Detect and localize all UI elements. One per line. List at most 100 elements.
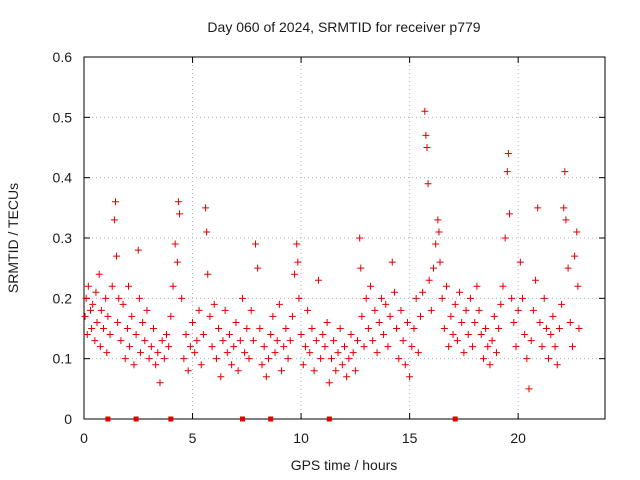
data-point <box>241 349 249 357</box>
data-point <box>430 264 438 272</box>
data-point <box>351 367 359 375</box>
data-point <box>265 355 273 363</box>
data-point <box>499 282 507 290</box>
data-point <box>397 306 405 314</box>
data-point <box>121 355 129 363</box>
data-point <box>432 240 440 248</box>
data-point <box>497 300 505 308</box>
data-point <box>357 264 365 272</box>
data-point <box>173 258 181 266</box>
x-tick-labels: 0 5 10 15 20 <box>80 430 526 446</box>
data-point <box>354 337 362 345</box>
x-tick-label: 10 <box>293 430 309 446</box>
y-tick-labels: 0 0.1 0.2 0.3 0.4 0.5 0.6 <box>53 49 73 427</box>
data-point <box>169 282 177 290</box>
data-point <box>108 282 116 290</box>
data-point <box>527 337 535 345</box>
data-point <box>401 361 409 369</box>
data-point <box>84 282 92 290</box>
data-point <box>477 331 485 339</box>
data-point <box>562 216 570 224</box>
data-point <box>162 331 170 339</box>
data-point <box>184 367 192 375</box>
data-point <box>114 318 122 326</box>
data-point <box>464 331 472 339</box>
y-tick-label: 0 <box>64 411 72 427</box>
data-point <box>288 312 296 320</box>
data-point <box>412 294 420 302</box>
data-point <box>119 300 127 308</box>
data-point <box>317 355 325 363</box>
data-point <box>104 312 112 320</box>
data-point <box>171 240 179 248</box>
zero-marker <box>452 416 458 422</box>
data-point <box>115 294 123 302</box>
data-point <box>369 337 377 345</box>
data-point <box>238 294 246 302</box>
data-point <box>143 306 151 314</box>
data-point <box>182 331 190 339</box>
data-point <box>95 270 103 278</box>
data-point <box>202 204 210 212</box>
data-point <box>406 373 414 381</box>
data-point <box>501 234 509 242</box>
data-point <box>258 361 266 369</box>
data-point <box>323 318 331 326</box>
data-point <box>438 294 446 302</box>
data-point <box>386 312 394 320</box>
y-tick-label: 0.2 <box>53 290 73 306</box>
data-point <box>334 349 342 357</box>
data-point <box>245 355 253 363</box>
data-point <box>312 337 320 345</box>
data-point <box>128 312 136 320</box>
data-point <box>254 264 262 272</box>
data-point <box>217 373 225 381</box>
data-point <box>232 318 240 326</box>
data-point <box>136 349 144 357</box>
data-point <box>488 337 496 345</box>
data-point <box>540 294 548 302</box>
data-point <box>330 337 338 345</box>
data-point <box>294 258 302 266</box>
data-point <box>373 349 381 357</box>
data-point <box>555 325 563 332</box>
data-point <box>523 355 531 363</box>
data-point <box>538 343 546 351</box>
data-point <box>225 331 233 339</box>
data-point <box>145 355 153 363</box>
data-point <box>560 204 568 212</box>
data-point <box>422 131 430 139</box>
data-point <box>462 306 470 314</box>
x-axis-label: GPS time / hours <box>291 457 398 473</box>
data-point <box>503 168 511 176</box>
data-point <box>212 355 220 363</box>
data-point <box>558 300 566 308</box>
data-point <box>456 288 464 296</box>
data-point <box>553 361 561 369</box>
data-point <box>297 331 305 339</box>
data-point <box>282 325 290 332</box>
data-point <box>88 325 96 332</box>
data-point <box>395 355 403 363</box>
data-point <box>571 252 579 260</box>
data-point <box>230 343 238 351</box>
data-point <box>174 198 182 206</box>
data-point <box>349 349 357 357</box>
data-point <box>529 306 537 314</box>
data-point <box>451 300 459 308</box>
data-point <box>215 325 223 332</box>
data-point <box>154 349 162 357</box>
data-point <box>568 343 576 351</box>
data-point <box>574 282 582 290</box>
data-point <box>341 343 348 351</box>
data-point <box>156 379 164 387</box>
data-point <box>435 228 443 236</box>
data-point <box>262 373 270 381</box>
data-point <box>247 306 255 314</box>
data-point <box>91 337 99 345</box>
data-point <box>458 318 466 326</box>
data-point <box>234 367 242 375</box>
data-point <box>158 337 166 345</box>
data-point <box>360 343 368 351</box>
